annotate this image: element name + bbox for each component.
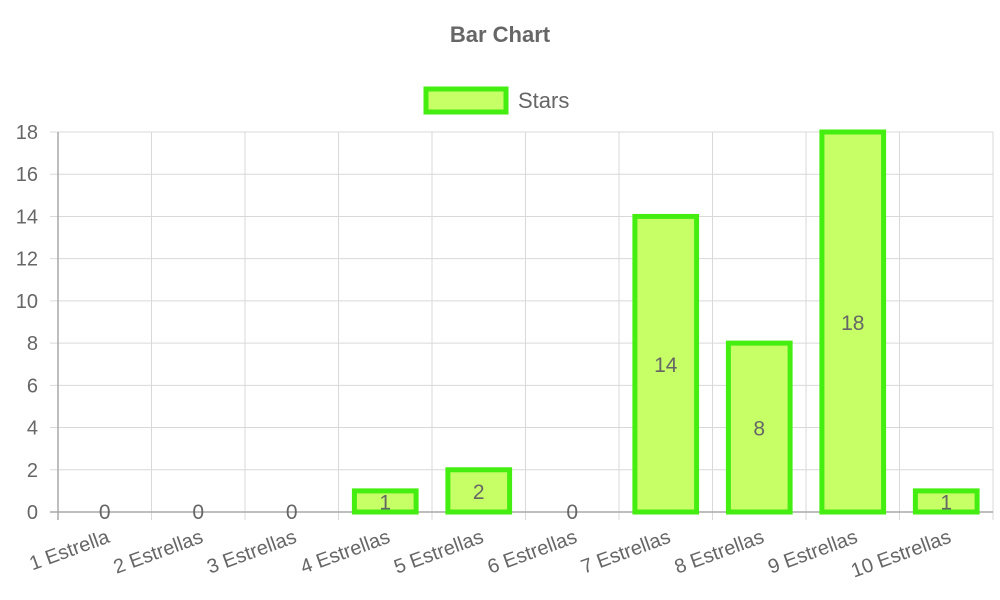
- legend[interactable]: Stars: [423, 86, 569, 115]
- y-axis-ticks: 0 2 4 6 8 10 12 14 16 18: [16, 122, 38, 524]
- legend-label-stars: Stars: [518, 88, 569, 113]
- x-tick-label: 10 Estrellas: [848, 526, 954, 582]
- y-tick-label: 10: [16, 291, 38, 313]
- bar-value-label: 14: [654, 354, 678, 377]
- bar-value-label: 2: [473, 481, 485, 504]
- y-tick-label: 8: [27, 333, 38, 355]
- y-tick-label: 6: [27, 375, 38, 397]
- y-tick-label: 18: [16, 122, 38, 144]
- bar-value-label: 8: [753, 418, 765, 441]
- legend-swatch-stars: [423, 86, 509, 115]
- bar[interactable]: [912, 488, 980, 515]
- x-tick-label: 8 Estrellas: [672, 526, 767, 579]
- chart-title: Bar Chart: [450, 22, 551, 47]
- bar[interactable]: [632, 213, 700, 515]
- bar[interactable]: [819, 129, 887, 515]
- bar-value-label: 0: [99, 501, 111, 524]
- y-tick-label: 16: [16, 164, 38, 186]
- x-tick-label: 2 Estrellas: [111, 526, 206, 579]
- y-tick-label: 2: [27, 460, 38, 482]
- bars: [351, 129, 980, 515]
- bar[interactable]: [351, 488, 419, 515]
- y-tick-label: 12: [16, 249, 38, 271]
- x-tick-label: 4 Estrellas: [298, 526, 393, 579]
- bar-value-label: 0: [566, 501, 578, 524]
- bar[interactable]: [725, 340, 793, 515]
- x-tick-label: 6 Estrellas: [485, 526, 580, 579]
- y-tick-label: 0: [27, 502, 38, 524]
- bar-value-label: 18: [841, 312, 864, 335]
- bar-value-label: 0: [192, 501, 204, 524]
- x-tick-label: 3 Estrellas: [204, 526, 299, 579]
- bar[interactable]: [445, 467, 513, 515]
- y-tick-label: 14: [16, 206, 38, 228]
- x-tick-label: 1 Estrella: [27, 526, 114, 575]
- x-tick-label: 9 Estrellas: [765, 526, 860, 579]
- bar-value-label: 1: [940, 491, 952, 514]
- bar-value-label: 0: [286, 501, 298, 524]
- y-tick-label: 4: [27, 418, 38, 440]
- x-tick-label: 7 Estrellas: [578, 526, 673, 579]
- x-tick-label: 5 Estrellas: [391, 526, 486, 579]
- bar-value-label: 1: [379, 491, 391, 514]
